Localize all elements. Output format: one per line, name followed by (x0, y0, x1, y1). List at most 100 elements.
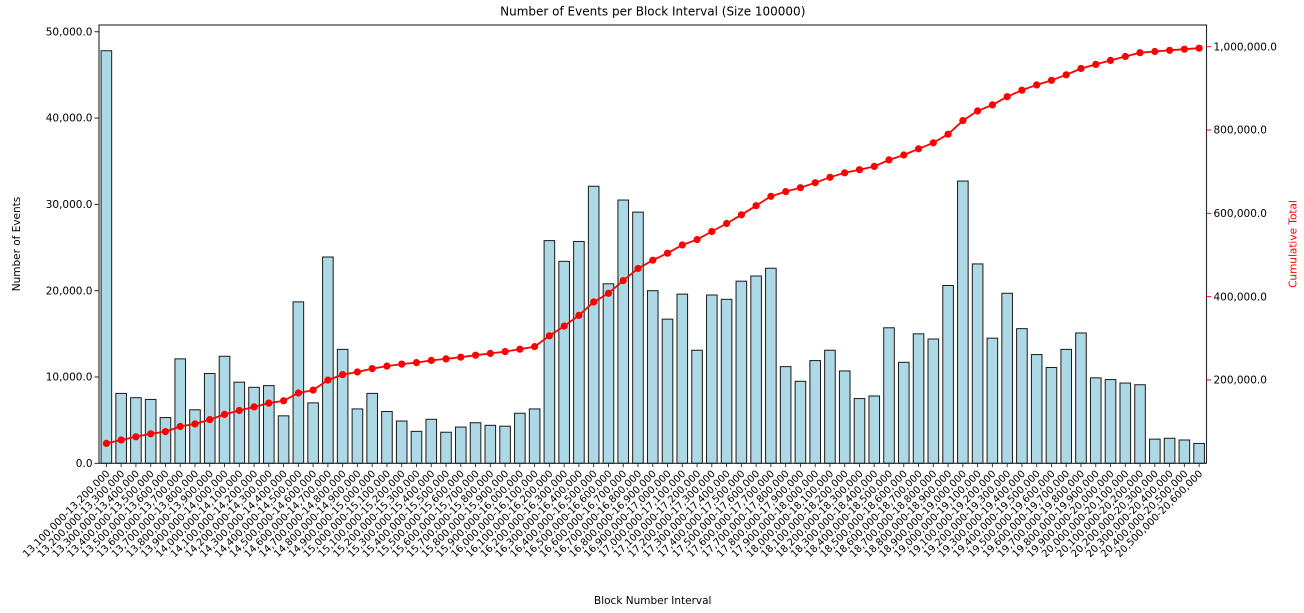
cumulative-point (1195, 44, 1203, 52)
bar (174, 358, 187, 464)
cumulative-point (1003, 93, 1011, 101)
right-tick-label: 800,000.0 (1214, 125, 1267, 137)
bar (307, 402, 319, 464)
cumulative-point (516, 345, 524, 353)
cumulative-point (235, 406, 243, 415)
cumulative-point (1166, 46, 1174, 54)
cumulative-point (915, 145, 923, 153)
cumulative-point (634, 264, 642, 273)
cumulative-point (959, 117, 967, 125)
bar (838, 370, 851, 464)
bar (233, 381, 246, 464)
bar (366, 392, 378, 464)
cumulative-point (1018, 86, 1026, 94)
right-tick-label: 600,000.0 (1214, 208, 1267, 220)
bar (765, 267, 777, 464)
cumulative-point (309, 386, 317, 394)
bar (735, 280, 748, 464)
bar (587, 185, 600, 464)
bar (646, 290, 659, 464)
bar (779, 366, 792, 464)
cumulative-point (102, 439, 110, 447)
cumulative-point (649, 256, 657, 264)
bar (1089, 377, 1102, 464)
cumulative-point (1062, 71, 1070, 79)
cumulative-point (885, 156, 893, 164)
bar (1030, 354, 1043, 464)
cumulative-markers (102, 44, 1203, 447)
cumulative-point (191, 420, 199, 428)
y-axis-label-right: Cumulative Total (1288, 200, 1300, 288)
bar (100, 50, 113, 464)
cumulative-point (427, 356, 435, 364)
cumulative-point (1092, 60, 1100, 68)
left-tick-label: 50,000.0 (46, 26, 93, 38)
cumulative-point (767, 192, 775, 200)
bar (322, 256, 334, 464)
bar (159, 417, 172, 464)
bar (499, 425, 511, 464)
bar (986, 337, 999, 464)
cumulative-point (383, 362, 391, 370)
cumulative-point (782, 188, 790, 196)
cumulative-point (265, 399, 273, 407)
bar (1178, 439, 1191, 464)
bar (1104, 379, 1117, 464)
cumulative-point (398, 360, 406, 368)
bar (617, 199, 630, 464)
bar (469, 422, 482, 464)
bar (189, 409, 201, 464)
cumulative-point (457, 353, 465, 361)
right-tick-label: 200,000.0 (1214, 375, 1267, 387)
cumulative-point (117, 436, 125, 444)
bar (853, 398, 866, 464)
bar (661, 318, 674, 464)
bar (1193, 442, 1205, 464)
cumulative-point (501, 348, 509, 356)
y-axis-label-left: Number of Events (11, 197, 23, 292)
cumulative-point (412, 359, 421, 367)
cumulative-point (472, 351, 480, 359)
x-axis-ticks: 13,100,000-13,200,00013,200,000-13,300,0… (21, 463, 1205, 560)
left-tick-label: 20,000.0 (46, 285, 93, 297)
bar (292, 301, 305, 464)
bar (1001, 292, 1013, 464)
bar (440, 431, 452, 464)
cumulative-point (1106, 56, 1115, 64)
cumulative-point (693, 236, 701, 244)
bar (351, 408, 364, 464)
bar (897, 361, 910, 464)
cumulative-point (929, 139, 937, 147)
left-tick-label: 0.0 (76, 458, 93, 470)
bar (794, 380, 807, 464)
cumulative-point (944, 130, 952, 138)
cumulative-point (870, 162, 878, 170)
left-tick-label: 10,000.0 (46, 372, 93, 384)
bar (912, 333, 925, 464)
left-axis-ticks: 0.0 10,000.0 20,000.0 30,000.0 40,000.0 50,00… (46, 26, 99, 470)
cumulative-point (1121, 52, 1129, 61)
cumulative-point (723, 219, 731, 228)
cumulative-point (826, 173, 834, 181)
chart-plot-area: 13,100,000-13,200,00013,200,000-13,300,0… (21, 24, 1277, 560)
right-axis-ticks: 200,000.0 400,000.0 600,000.0 800,000.0 1,00… (1206, 41, 1277, 387)
cumulative-point (619, 277, 627, 285)
bar (750, 275, 762, 464)
cumulative-point (575, 311, 583, 319)
bar (395, 420, 408, 464)
bar (632, 211, 644, 464)
cumulative-point (294, 389, 302, 397)
right-tick-label: 1,000,000.0 (1214, 41, 1277, 53)
cumulative-point (678, 241, 686, 249)
cumulative-point (708, 227, 716, 236)
bar (263, 385, 275, 464)
bar (514, 412, 526, 464)
cumulative-point (176, 422, 184, 431)
bar (543, 240, 556, 464)
cumulative-point (161, 428, 169, 436)
cumulative-point (604, 289, 613, 297)
cumulative-point (988, 101, 997, 109)
bar (248, 386, 260, 464)
bar (720, 298, 733, 464)
bar (1045, 366, 1058, 464)
